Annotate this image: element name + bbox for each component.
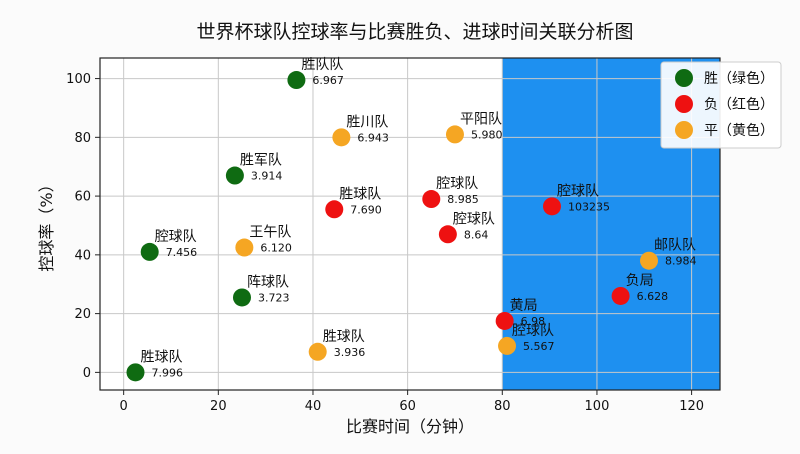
data-point [140,242,159,261]
y-tick-label: 80 [74,131,91,146]
point-value-label: 6.120 [260,242,292,255]
point-team-label: 平阳队 [460,111,502,127]
data-point [438,225,457,244]
y-axis-label-group: 控球率（%） [37,176,56,271]
point-team-label: 腔球队 [155,229,197,245]
point-team-label: 胜军队 [240,153,282,169]
point-value-label: 6.98 [521,315,546,328]
legend: 胜（绿色） 负（红色） 平（黄色） [660,61,782,149]
point-value-label: 8.64 [464,228,489,241]
x-tick-label: 120 [679,399,704,414]
data-point [232,288,251,307]
chart-title: 世界杯球队控球率与比赛胜负、进球时间关联分析图 [196,21,633,43]
point-team-label: 胜川队 [346,114,388,130]
legend-label: 平（黄色） [704,122,774,139]
point-value-label: 8.984 [665,255,697,268]
plot-frame [99,57,721,391]
point-value-label: 6.943 [357,131,389,144]
point-value-label: 6.628 [637,290,669,303]
grid-lines [100,58,720,390]
legend-marker [675,95,693,113]
point-value-label: 7.690 [350,203,382,216]
point-value-label: 8.985 [447,193,479,206]
x-tick-label: 0 [120,399,128,414]
y-tick-label: 0 [83,366,91,381]
y-tick-label: 20 [74,307,91,322]
point-team-label: 腔球队 [436,176,478,192]
point-value-label: 7.456 [166,246,198,259]
point-team-label: 黄局 [510,297,538,314]
y-axis-label: 控球率（%） [37,176,56,271]
point-value-label: 103235 [568,200,610,213]
point-value-label: 5.567 [523,340,555,353]
data-point [542,197,561,216]
point-value-label: 6.967 [312,74,344,87]
data-point [225,166,244,185]
point-team-label: 负局 [626,273,654,289]
legend-marker [675,69,693,87]
y-tick-label: 100 [66,72,91,87]
legend-marker [675,121,693,139]
point-value-label: 5.980 [471,128,503,141]
point-value-label: 3.914 [251,170,283,183]
y-tick-label: 60 [74,190,91,205]
data-point [640,251,659,270]
data-point [126,363,145,382]
point-value-label: 3.723 [258,291,290,304]
axis-ticks: 0 20 40 60 80 100 120 0 20 40 60 80 100 [66,72,704,414]
point-team-label: 阵球队 [247,274,289,290]
data-point [332,128,351,147]
point-team-label: 腔球队 [453,211,495,227]
x-tick-label: 60 [399,399,416,414]
x-tick-label: 100 [585,399,610,414]
point-team-label: 王午队 [249,225,291,241]
point-team-label: 腔球队 [512,323,554,339]
x-tick-label: 20 [210,399,227,414]
point-team-label: 胜球队 [140,349,182,365]
legend-label: 胜（绿色） [704,70,774,87]
point-value-label: 7.996 [151,366,183,379]
point-team-label: 胜球队 [323,329,365,345]
data-labels: 胜队队6.967胜军队3.914腔球队7.456阵球队3.723胜球队7.996… [140,57,696,379]
x-tick-label: 40 [305,399,322,414]
x-tick-label: 80 [494,399,511,414]
point-team-label: 腔球队 [557,183,599,199]
point-value-label: 3.936 [334,346,366,359]
data-points [126,71,659,382]
data-point [611,286,630,305]
data-point [422,190,441,209]
legend-label: 负（红色） [704,96,774,113]
x-axis-label: 比赛时间（分钟） [346,417,474,436]
data-point [287,71,306,90]
data-point [308,342,327,361]
point-team-label: 邮队队 [654,238,696,254]
point-team-label: 胜球队 [339,186,381,202]
data-point [498,336,517,355]
data-point [495,311,514,330]
point-team-label: 胜队队 [301,57,343,73]
data-point [235,238,254,257]
data-point [445,125,464,144]
y-tick-label: 40 [74,248,91,263]
data-point [325,200,344,219]
